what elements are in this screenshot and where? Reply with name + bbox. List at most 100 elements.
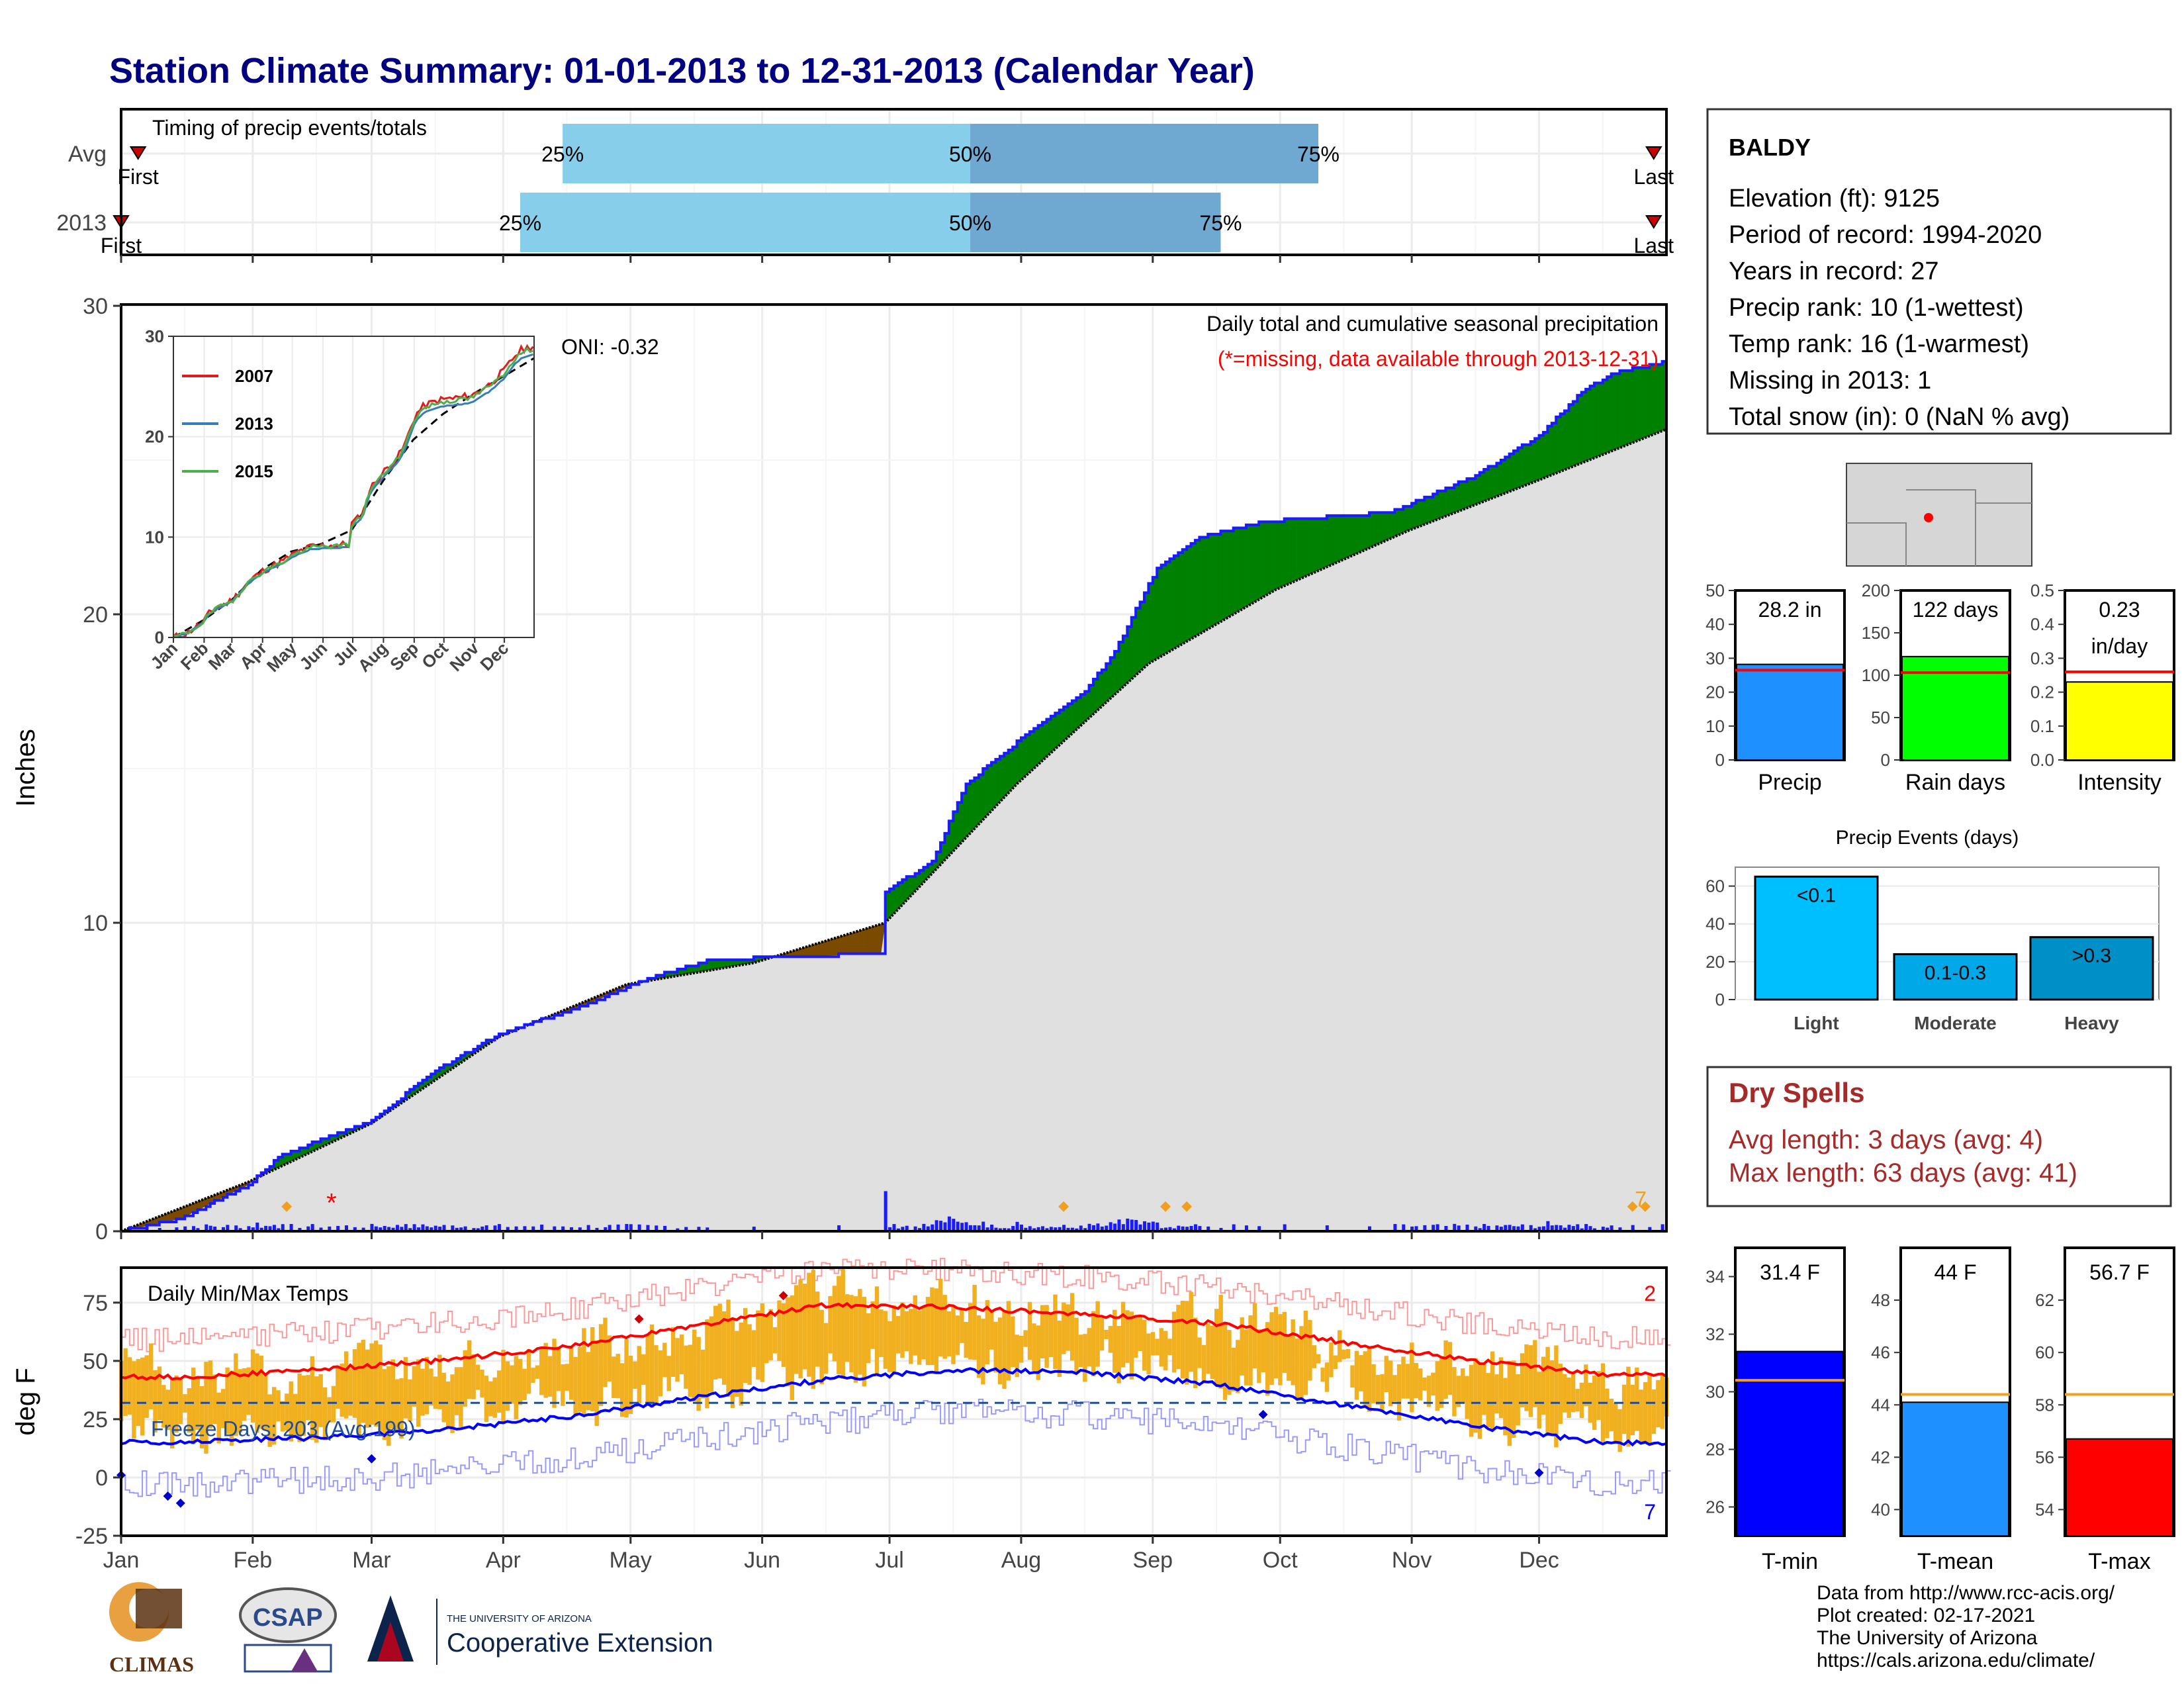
daily-precip-bar [1028, 1226, 1032, 1231]
daily-precip-bar [1011, 1226, 1015, 1231]
daily-precip-bar [922, 1223, 926, 1231]
above-average-area [1309, 518, 1314, 575]
locator-map [1846, 463, 2032, 567]
daily-temp-range-bar [204, 1362, 208, 1454]
daily-temp-range-bar [1257, 1329, 1261, 1383]
temp-summary-value-label: 56.7 F [2089, 1260, 2150, 1284]
daily-temp-range-bar [174, 1375, 179, 1433]
above-average-area [1590, 385, 1595, 460]
daily-precip-bar [408, 1228, 412, 1231]
event-bar-label: Light [1794, 1013, 1839, 1033]
daily-precip-bar [1367, 1226, 1371, 1231]
daily-precip-bar [888, 1227, 892, 1231]
daily-precip-bar [1164, 1227, 1168, 1231]
daily-precip-bar [438, 1226, 442, 1231]
event-bar [2029, 936, 2154, 1001]
daily-temp-range-bar [1176, 1305, 1181, 1370]
daily-precip-bar [1520, 1224, 1524, 1231]
daily-temp-range-bar [1265, 1322, 1270, 1396]
daily-temp-range-bar [1647, 1373, 1652, 1444]
first-event-label: First [118, 165, 159, 189]
timing-title: Timing of precip events/totals [152, 116, 427, 140]
daily-temp-range-bar [327, 1397, 332, 1423]
daily-precip-bar [1559, 1225, 1563, 1231]
inset-frame [173, 336, 535, 638]
above-average-area [1462, 481, 1467, 510]
above-average-area [1373, 512, 1379, 547]
daily-precip-bar [268, 1226, 272, 1231]
daily-temp-range-bar [1567, 1377, 1571, 1418]
daily-precip-bar [837, 1225, 841, 1231]
daily-precip-bar [896, 1228, 900, 1231]
temp-summary-tick-label: 32 [1706, 1325, 1725, 1344]
daily-temp-range-bar [717, 1303, 722, 1379]
daily-temp-range-bar [904, 1311, 909, 1352]
daily-temp-range-bar [705, 1319, 709, 1409]
daily-temp-range-bar [654, 1345, 659, 1405]
above-average-area [1254, 524, 1259, 602]
daily-temp-range-bar [429, 1368, 433, 1406]
above-average-area [1050, 716, 1056, 753]
temp-tick-label: 0 [95, 1466, 108, 1491]
timing-p25-label: 25% [499, 211, 541, 235]
daily-precip-bar [1618, 1227, 1622, 1231]
summary-tick-label: 150 [1862, 623, 1890, 643]
daily-temp-range-bar [1048, 1313, 1054, 1358]
daily-temp-range-bar [1498, 1357, 1504, 1419]
daily-temp-range-bar [1167, 1338, 1172, 1356]
daily-temp-range-bar [968, 1303, 973, 1360]
daily-temp-range-bar [1490, 1351, 1495, 1430]
daily-precip-bar [931, 1224, 934, 1231]
daily-precip-bar [1529, 1225, 1533, 1231]
daily-precip-bar [1453, 1223, 1457, 1231]
above-average-area [1543, 432, 1548, 479]
temp-summary-tick-label: 40 [1871, 1499, 1890, 1519]
inset-legend-label: 2015 [235, 461, 273, 481]
temp-summary-value-label: 44 F [1934, 1260, 1976, 1284]
daily-temp-range-bar [140, 1357, 145, 1436]
precip-tick-label: 0 [95, 1219, 108, 1244]
daily-temp-range-bar [1418, 1368, 1423, 1401]
daily-precip-bar [629, 1224, 633, 1231]
daily-precip-bar [226, 1225, 230, 1231]
daily-temp-range-bar [1617, 1409, 1622, 1452]
daily-temp-range-bar [1032, 1323, 1036, 1371]
daily-temp-range-bar [496, 1370, 502, 1413]
above-average-area [1530, 441, 1535, 484]
daily-temp-range-bar [866, 1313, 871, 1364]
daily-temp-range-bar [412, 1366, 417, 1407]
daily-precip-bar [497, 1224, 501, 1231]
above-average-area [1467, 478, 1472, 508]
record-high-count: 2 [1644, 1282, 1656, 1305]
daily-temp-range-bar [314, 1376, 319, 1443]
daily-temp-range-bar [1252, 1303, 1257, 1369]
month-tick-label: Jul [875, 1548, 903, 1573]
logos-strip: CLIMAS CSAP THE UNIVERSITY OF ARIZONA Co… [99, 1575, 761, 1681]
daily-temp-range-bar [433, 1376, 438, 1409]
above-average-area [1471, 478, 1476, 507]
daily-precip-bar [425, 1226, 429, 1231]
inset-tick-label: 20 [145, 427, 164, 447]
summary-tick-label: 0.3 [2030, 648, 2054, 668]
above-average-area [1021, 737, 1026, 781]
temp-summary-bar [2066, 1438, 2173, 1537]
daily-temp-range-bar [598, 1324, 604, 1407]
daily-temp-range-bar [1469, 1364, 1474, 1437]
inset-tick-label: 30 [145, 326, 164, 346]
above-average-area [1220, 530, 1226, 622]
station-info-line: Precip rank: 10 (1-wettest) [1729, 294, 2024, 322]
temp-record-marker [1534, 1468, 1544, 1477]
inset-bg [173, 336, 534, 637]
daily-temp-range-bar [522, 1368, 527, 1401]
daily-temp-range-bar [1214, 1309, 1219, 1385]
daily-temp-range-bar [1287, 1336, 1291, 1381]
daily-precip-bar [472, 1228, 476, 1231]
daily-temp-range-bar [1116, 1326, 1121, 1383]
daily-temp-range-bar [1231, 1347, 1236, 1391]
daily-temp-range-bar [408, 1379, 412, 1422]
above-average-area [1458, 481, 1463, 512]
daily-temp-range-bar [229, 1370, 234, 1446]
above-average-area [1212, 534, 1217, 628]
daily-temp-range-bar [726, 1299, 731, 1397]
daily-precip-bar [892, 1224, 896, 1231]
